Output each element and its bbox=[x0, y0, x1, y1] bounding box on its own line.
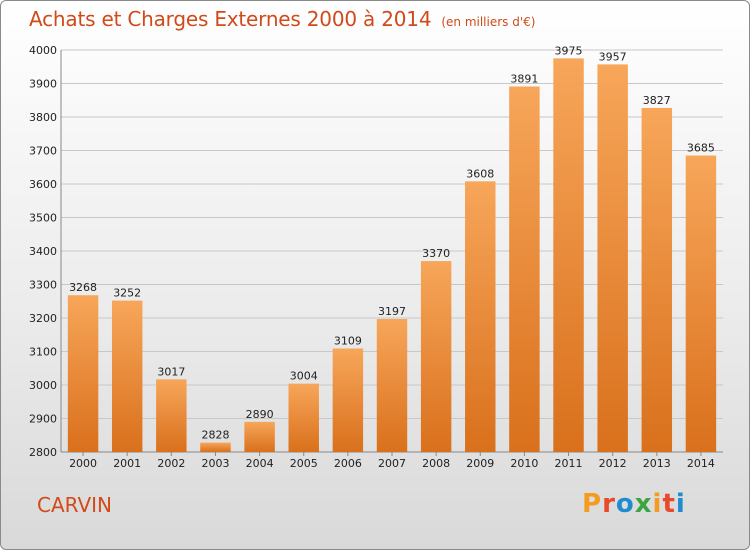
bar bbox=[111, 300, 143, 452]
bar-value-label: 2890 bbox=[246, 408, 274, 421]
y-tick-label: 3100 bbox=[29, 346, 57, 359]
commune-name: CARVIN bbox=[37, 493, 112, 517]
x-tick-label: 2000 bbox=[69, 457, 97, 470]
y-tick-label: 3700 bbox=[29, 145, 57, 158]
y-tick-label: 3500 bbox=[29, 212, 57, 225]
x-tick-label: 2004 bbox=[246, 457, 274, 470]
y-tick-label: 3200 bbox=[29, 312, 57, 325]
logo-letter: o bbox=[615, 489, 635, 519]
x-tick-label: 2005 bbox=[290, 457, 318, 470]
logo-letter: i bbox=[652, 489, 663, 519]
bar bbox=[685, 155, 717, 452]
bar bbox=[332, 348, 364, 452]
x-tick-label: 2012 bbox=[599, 457, 627, 470]
bar bbox=[641, 107, 673, 452]
bar bbox=[597, 64, 628, 452]
logo-letter: x bbox=[634, 489, 653, 519]
bar bbox=[156, 379, 187, 452]
bar bbox=[288, 383, 319, 452]
bar bbox=[376, 319, 408, 452]
y-tick-label: 3000 bbox=[29, 379, 57, 392]
bar bbox=[465, 181, 496, 452]
bar bbox=[509, 86, 540, 452]
bar bbox=[553, 58, 584, 452]
bar-value-label: 3957 bbox=[599, 50, 627, 63]
x-tick-label: 2006 bbox=[334, 457, 362, 470]
bar-value-label: 3004 bbox=[290, 370, 318, 383]
chart-title: Achats et Charges Externes 2000 à 2014 bbox=[29, 7, 432, 31]
bar-value-label: 3197 bbox=[378, 305, 406, 318]
bar-value-label: 3109 bbox=[334, 334, 362, 347]
y-tick-label: 3600 bbox=[29, 178, 57, 191]
bar-value-label: 3827 bbox=[643, 94, 671, 107]
y-tick-label: 2800 bbox=[29, 446, 57, 459]
x-tick-label: 2014 bbox=[687, 457, 715, 470]
bar-value-label: 3608 bbox=[466, 167, 494, 180]
y-tick-label: 3800 bbox=[29, 111, 57, 124]
y-tick-label: 3300 bbox=[29, 279, 57, 292]
bar-value-label: 2828 bbox=[201, 429, 229, 442]
x-tick-label: 2003 bbox=[201, 457, 229, 470]
x-tick-label: 2002 bbox=[157, 457, 185, 470]
bar-value-label: 3017 bbox=[157, 365, 185, 378]
y-tick-label: 3400 bbox=[29, 245, 57, 258]
bar-value-label: 3252 bbox=[113, 287, 141, 300]
x-tick-label: 2007 bbox=[378, 457, 406, 470]
x-tick-label: 2010 bbox=[510, 457, 538, 470]
y-tick-label: 4000 bbox=[29, 44, 57, 57]
logo-letter: i bbox=[675, 489, 686, 519]
logo-letter: r bbox=[602, 489, 616, 519]
bar-value-label: 3685 bbox=[687, 142, 715, 155]
x-tick-label: 2008 bbox=[422, 457, 450, 470]
bar-value-label: 3268 bbox=[69, 281, 97, 294]
y-tick-label: 3900 bbox=[29, 78, 57, 91]
logo-letter: t bbox=[662, 489, 676, 519]
bar-value-label: 3975 bbox=[555, 44, 583, 57]
x-tick-label: 2013 bbox=[643, 457, 671, 470]
bar bbox=[200, 442, 231, 452]
y-tick-label: 2900 bbox=[29, 413, 57, 426]
x-tick-label: 2001 bbox=[113, 457, 141, 470]
bar-value-label: 3370 bbox=[422, 247, 450, 260]
bar bbox=[420, 261, 452, 452]
chart-title-block: Achats et Charges Externes 2000 à 2014 (e… bbox=[29, 7, 535, 31]
bar bbox=[244, 421, 275, 452]
bar bbox=[67, 295, 99, 452]
logo-letter: P bbox=[582, 489, 603, 519]
chart-subtitle: (en milliers d'€) bbox=[441, 15, 536, 29]
x-tick-label: 2011 bbox=[555, 457, 583, 470]
bar-value-label: 3891 bbox=[510, 73, 538, 86]
x-tick-label: 2009 bbox=[466, 457, 494, 470]
proxiti-logo[interactable]: Proxiti bbox=[582, 489, 686, 519]
